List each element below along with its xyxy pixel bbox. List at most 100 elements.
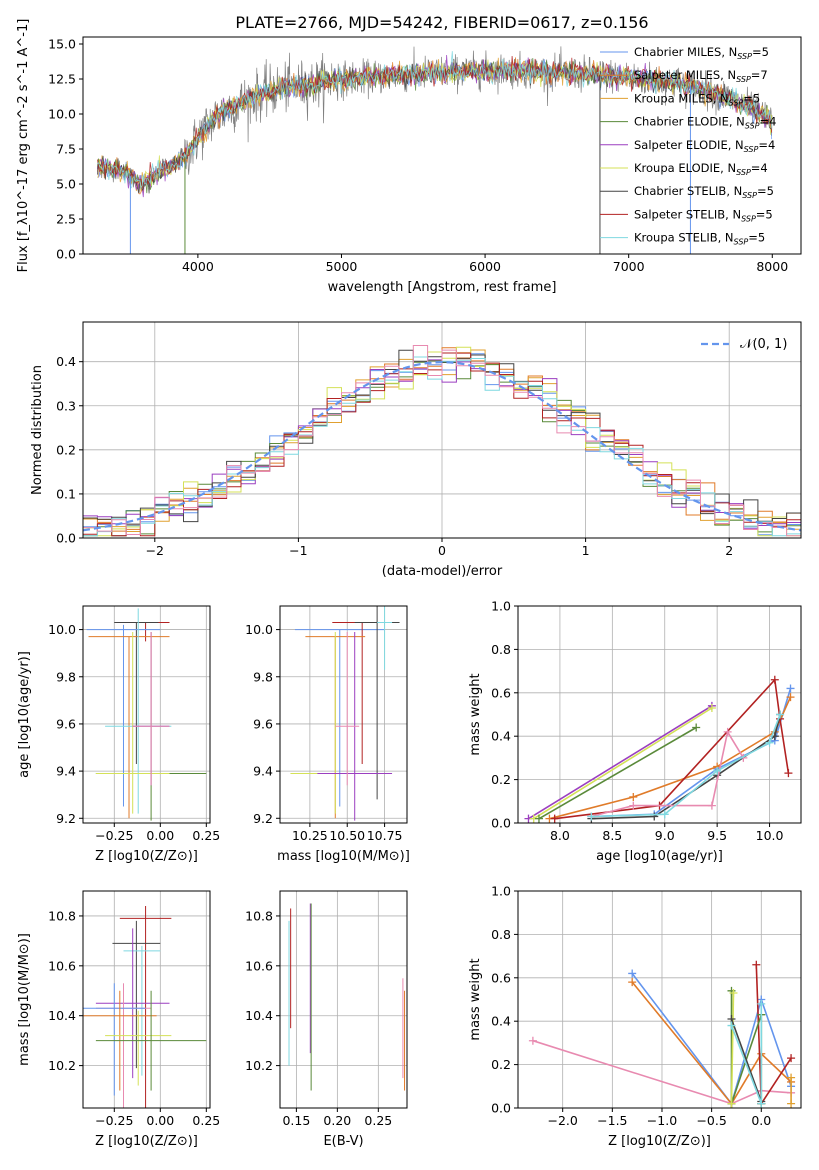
weight-line (591, 714, 781, 820)
y-tick-label: 10.8 (245, 908, 273, 923)
figure-title: PLATE=2766, MJD=54242, FIBERID=0617, z=0… (235, 13, 648, 32)
y-axis-label: mass weight (468, 673, 483, 755)
weight-line (549, 696, 792, 820)
weight-line (730, 992, 735, 1104)
x-tick-label: 8000 (756, 259, 788, 274)
legend-label: Salpeter STELIB, NSSP=5 (634, 207, 773, 223)
y-tick-label: 0.2 (491, 772, 511, 787)
y-tick-label: 9.2 (56, 811, 76, 826)
y-tick-label: 10.0 (48, 107, 76, 122)
x-tick-label: 2 (725, 543, 733, 558)
x-tick-label: −0.5 (696, 1113, 726, 1128)
legend-label: Kroupa ELODIE, NSSP=4 (634, 161, 768, 177)
x-tick-label: 0.25 (192, 1113, 220, 1128)
y-tick-label: 0.4 (491, 729, 511, 744)
x-tick-label: 0 (438, 543, 446, 558)
normal-curve (83, 360, 801, 532)
x-tick-label: 10.75 (367, 828, 403, 843)
x-tick-label: 0.15 (282, 1113, 310, 1128)
y-tick-label: 0.0 (491, 1101, 511, 1116)
panel-age-Z: −0.25 0.00 0.25 9.2 9.4 9.6 9.8 10.0 Z [log10(Z/… (17, 605, 220, 864)
x-tick-label: 1 (582, 543, 590, 558)
x-tick-label: −2.0 (548, 1113, 578, 1128)
y-tick-label: 10.4 (245, 1008, 273, 1023)
plot-area-weight-age (524, 675, 795, 823)
weight-marker (787, 1073, 796, 1082)
panel-mass-Z: −0.25 0.00 0.25 10.2 10.4 10.6 10.8 Z [log10(Z/… (17, 890, 220, 1149)
axes-frame (279, 890, 408, 1109)
y-tick-label: 2.5 (56, 212, 76, 227)
y-tick-label: 5.0 (56, 177, 76, 192)
weight-marker (765, 738, 774, 747)
weight-line (528, 705, 713, 820)
y-axis-label: Normed distribution (30, 365, 45, 495)
y-tick-label: 0.8 (491, 927, 511, 942)
plot-area-age-mass (290, 606, 400, 821)
plot-area-mass-Z (83, 905, 207, 1108)
weight-marker (550, 814, 559, 823)
y-axis-label: mass [log10(M/M⊙)] (17, 933, 32, 1066)
panel-residuals: −2 −1 0 1 2 0.0 0.1 0.2 0.3 0.4 (data-model)/error… (30, 321, 802, 579)
y-tick-label: 0.6 (491, 685, 511, 700)
panel-age-mass: 10.25 10.50 10.75 9.2 9.4 9.6 9.8 10.0 mass [log… (245, 605, 410, 864)
x-tick-label: 8.0 (550, 828, 570, 843)
weight-marker (757, 1099, 766, 1108)
weight-marker (776, 710, 785, 719)
x-tick-label: −0.25 (95, 828, 133, 843)
axes-frame (279, 605, 408, 824)
x-axis-label: mass [log10(M/M⊙)] (277, 849, 410, 864)
x-tick-label: 0.25 (364, 1113, 392, 1128)
axes-frame (82, 605, 211, 824)
x-tick-label: −0.25 (95, 1113, 133, 1128)
legend-label: 𝒩(0, 1) (740, 337, 787, 352)
x-tick-label: −1.5 (597, 1113, 627, 1128)
axes-frame (517, 890, 802, 1109)
legend-label: Chabrier ELODIE, NSSP=4 (634, 115, 776, 131)
weight-marker (587, 812, 596, 821)
legend-label: Kroupa STELIB, NSSP=5 (634, 231, 765, 247)
x-tick-label: 10.0 (756, 828, 784, 843)
weight-marker (727, 1021, 736, 1030)
y-tick-label: 9.2 (253, 811, 273, 826)
axes-frame (82, 890, 211, 1109)
x-tick-label: 10.25 (292, 828, 328, 843)
legend-label: Chabrier MILES, NSSP=5 (634, 45, 769, 61)
weight-marker (629, 801, 638, 810)
x-axis-label: E(B-V) (323, 1134, 363, 1149)
weight-line (631, 981, 792, 1106)
y-tick-label: 9.4 (253, 764, 273, 779)
axes-frame (517, 605, 802, 824)
x-tick-label: 10.50 (329, 828, 365, 843)
y-tick-label: 0.6 (491, 970, 511, 985)
x-axis-label: wavelength [Angstrom, rest frame] (328, 280, 557, 295)
weight-marker (534, 814, 543, 823)
y-tick-label: 10.0 (245, 622, 273, 637)
y-axis-label: Flux [f_λ10^-17 erg cm^-2 s^-1 A^-1] (16, 19, 31, 273)
y-tick-label: 10.8 (48, 908, 76, 923)
x-tick-label: 0.20 (323, 1113, 351, 1128)
plot-area-age-Z (86, 608, 207, 821)
weight-marker (628, 978, 637, 987)
y-axis-label: age [log10(age/yr)] (17, 651, 32, 778)
weight-line (538, 726, 697, 820)
weight-marker (692, 723, 701, 732)
y-tick-label: 0.0 (56, 531, 76, 546)
legend: Chabrier MILES, NSSP=5 Salpeter MILES, NS… (600, 45, 776, 247)
x-axis-label: Z [log10(Z/Z⊙)] (95, 1134, 198, 1149)
weight-line (532, 1039, 792, 1105)
weight-line (631, 973, 792, 1106)
y-tick-label: 10.0 (48, 622, 76, 637)
weight-marker (786, 693, 795, 702)
weight-marker (707, 703, 716, 712)
x-axis-label: Z [log10(Z/Z⊙)] (608, 1134, 711, 1149)
y-tick-label: 9.8 (56, 669, 76, 684)
y-tick-label: 10.2 (48, 1058, 76, 1073)
panel-weight-Z: −2.0 −1.5 −1.0 −0.5 0.0 0.0 0.2 0.4 0.6 0.8 1.0 Z [… (468, 884, 802, 1149)
panel-mass-ebv: 0.15 0.20 0.25 10.2 10.4 10.6 10.8 E(B-V) (245, 890, 408, 1149)
weight-marker (786, 684, 795, 693)
x-tick-label: 5000 (326, 259, 358, 274)
weight-marker (787, 1054, 796, 1063)
weight-marker (770, 675, 779, 684)
plot-area-mass-ebv (288, 903, 406, 1091)
